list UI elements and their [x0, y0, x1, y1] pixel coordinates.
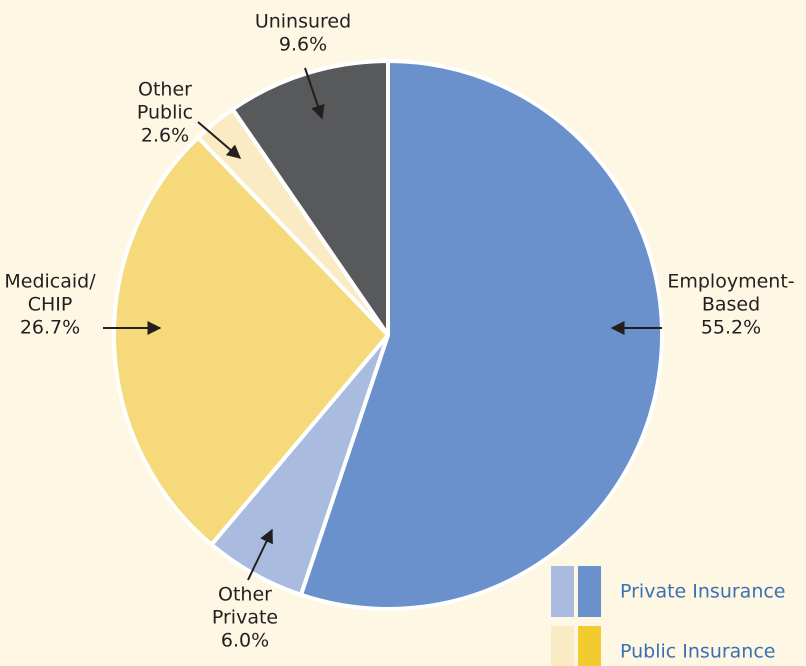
value-label: 6.0%	[221, 630, 269, 652]
legend-swatch	[551, 566, 574, 617]
legend-swatch	[578, 566, 601, 617]
legend: Private Insurance Public Insurance	[551, 566, 786, 666]
pie-slice	[298, 59, 664, 611]
labels: Employment-Based55.2%OtherPrivate6.0%Med…	[4, 11, 794, 652]
value-label: 9.6%	[279, 34, 327, 56]
legend-swatch	[578, 626, 601, 666]
legend-swatch	[551, 626, 574, 666]
arrow	[247, 528, 273, 581]
pie-slice	[112, 135, 390, 547]
legend-label: Private Insurance	[620, 581, 786, 603]
slice-label: Other	[138, 79, 192, 101]
slice-label: Employment-	[667, 271, 794, 293]
value-label: 26.7%	[20, 317, 80, 339]
slice-label: CHIP	[28, 294, 73, 316]
slice-label: Medicaid/	[4, 271, 96, 293]
slice-label: Uninsured	[255, 11, 351, 33]
slice-label: Public	[137, 102, 193, 124]
arrow	[197, 121, 242, 159]
slice-label: Other	[218, 584, 272, 606]
slice-label: Based	[702, 294, 760, 316]
pie	[112, 59, 664, 611]
legend-label: Public Insurance	[620, 641, 776, 663]
slice-label: Private	[212, 607, 278, 629]
value-label: 2.6%	[141, 125, 189, 147]
arrow	[304, 67, 325, 120]
value-label: 55.2%	[701, 317, 761, 339]
